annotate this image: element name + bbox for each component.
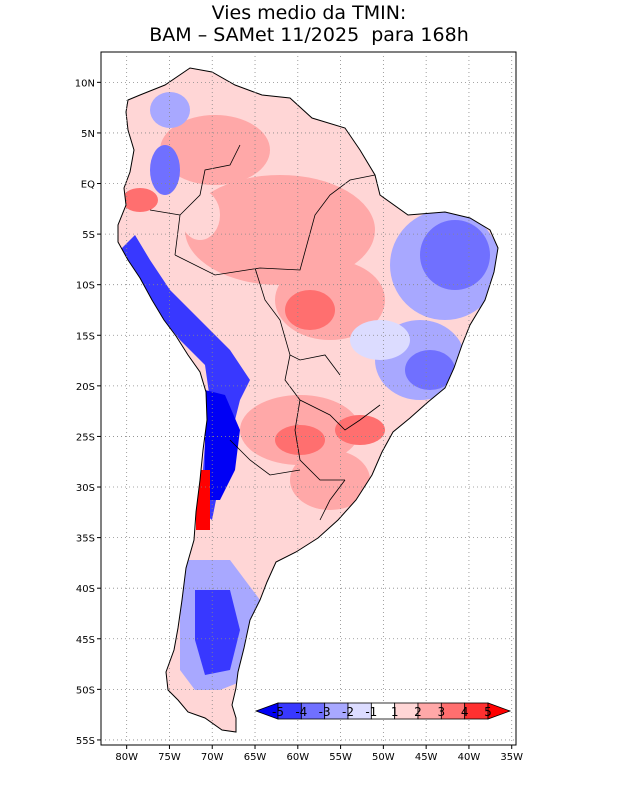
lat-tick-label: 35S (76, 534, 95, 545)
lat-tick-label: 45S (76, 635, 95, 646)
lat-tick-label: 25S (76, 432, 95, 443)
lon-tick-label: 50W (372, 752, 395, 763)
colorbar-label: 1 (391, 705, 399, 719)
colorbar: -5 -4 -3 -2 -1 1 2 3 4 5 (254, 702, 512, 720)
colorbar-label: -1 (365, 705, 377, 719)
plot-frame (100, 51, 517, 746)
lat-tick-label: 15S (76, 331, 95, 342)
lat-tick-label: 55S (76, 736, 95, 747)
lon-tick-label: 55W (329, 752, 352, 763)
colorbar-label: -5 (272, 705, 284, 719)
lat-tick-label: 5S (82, 230, 95, 241)
colorbar-label: -2 (342, 705, 354, 719)
lon-tick-label: 35W (500, 752, 523, 763)
colorbar-max-arrow (487, 702, 512, 720)
lat-tick-label: 50S (76, 685, 95, 696)
colorbar-label: 3 (438, 705, 446, 719)
country-borders (149, 144, 381, 521)
lat-tick-label: 5N (81, 129, 95, 140)
lon-tick-label: 65W (244, 752, 267, 763)
colorbar-label: -3 (319, 705, 331, 719)
colorbar-label: 4 (461, 705, 469, 719)
title-line-2: BAM – SAMet 11/2025 para 168h (149, 24, 469, 46)
lat-tick-label: EQ (81, 180, 95, 191)
lat-tick-label: 10N (75, 78, 95, 89)
lon-tick-label: 60W (286, 752, 309, 763)
lat-tick-label: 20S (76, 382, 95, 393)
lat-tick-label: 30S (76, 483, 95, 494)
colorbar-label: 2 (414, 705, 422, 719)
lat-tick-label: 40S (76, 584, 95, 595)
lon-tick-label: 70W (201, 752, 224, 763)
axis-ticks: 80W 75W 70W 65W 60W 55W 50W 45W 40W 35W 10N 5N EQ 5S 1… (75, 78, 523, 763)
colorbar-label: 5 (484, 705, 492, 719)
lon-tick-label: 40W (458, 752, 481, 763)
lon-tick-label: 45W (415, 752, 438, 763)
lon-tick-label: 75W (158, 752, 181, 763)
lat-tick-label: 10S (76, 281, 95, 292)
map-title: Vies medio da TMIN: BAM – SAMet 11/2025 … (0, 2, 618, 46)
title-line-1: Vies medio da TMIN: (211, 2, 407, 24)
lon-tick-label: 80W (115, 752, 138, 763)
colorbar-label: -4 (295, 705, 307, 719)
